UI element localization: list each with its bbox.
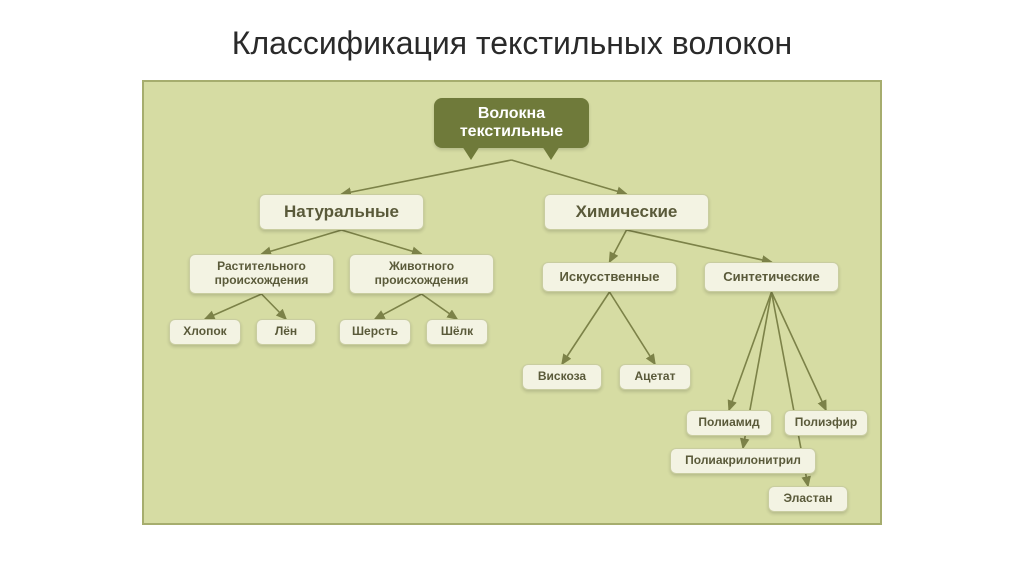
edge-chemical-artificial (610, 230, 627, 262)
edge-artificial-viscose (562, 292, 610, 364)
edge-synthetic-polyamide (729, 292, 772, 410)
node-root: Волокна текстильные (434, 98, 589, 148)
node-silk: Шёлк (426, 319, 488, 345)
node-cotton: Хлопок (169, 319, 241, 345)
node-polyester: Полиэфир (784, 410, 868, 436)
edge-synthetic-polyester (772, 292, 827, 410)
edge-root-chemical (512, 160, 627, 194)
node-linen: Лён (256, 319, 316, 345)
node-pan: Полиакрилонитрил (670, 448, 816, 474)
edge-animal-wool (375, 294, 422, 319)
edge-chemical-synthetic (627, 230, 772, 262)
node-wool: Шерсть (339, 319, 411, 345)
node-polyamide: Полиамид (686, 410, 772, 436)
node-artificial: Искусственные (542, 262, 677, 292)
node-viscose: Вискоза (522, 364, 602, 390)
node-elastane: Эластан (768, 486, 848, 512)
page-title: Классификация текстильных волокон (0, 0, 1024, 80)
node-acetate: Ацетат (619, 364, 691, 390)
node-chemical: Химические (544, 194, 709, 230)
edge-natural-animal (342, 230, 422, 254)
edge-root-natural (342, 160, 512, 194)
root-tail (542, 146, 560, 160)
diagram-frame: Волокна текстильные Натуральные Химические… (142, 80, 882, 525)
node-plant: Растительного происхождения (189, 254, 334, 294)
node-natural: Натуральные (259, 194, 424, 230)
root-tail (462, 146, 480, 160)
edge-natural-plant (262, 230, 342, 254)
edge-plant-cotton (205, 294, 262, 319)
edge-plant-linen (262, 294, 287, 319)
edge-artificial-acetate (610, 292, 656, 364)
edge-animal-silk (422, 294, 458, 319)
node-synthetic: Синтетические (704, 262, 839, 292)
node-animal: Животного происхождения (349, 254, 494, 294)
